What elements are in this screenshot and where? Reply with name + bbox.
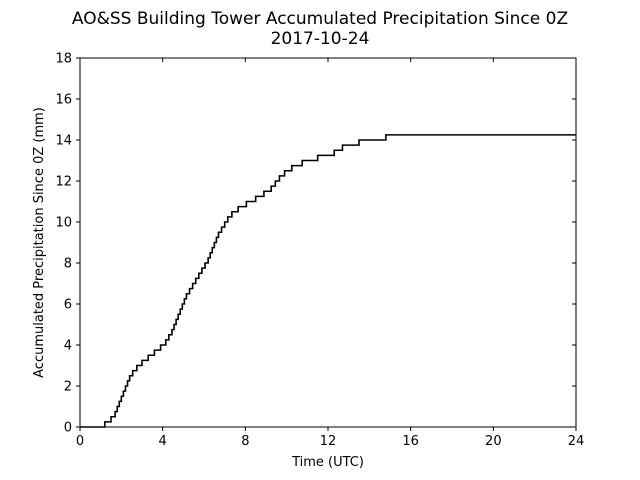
x-tick-label: 24 — [568, 434, 585, 449]
y-tick-label: 10 — [55, 216, 72, 231]
y-tick-label: 4 — [64, 339, 72, 354]
y-tick-label: 6 — [64, 298, 72, 313]
x-tick-label: 0 — [76, 434, 84, 449]
x-axis-ticks: 0 4 8 12 16 20 24 — [76, 58, 584, 449]
x-tick-label: 20 — [485, 434, 502, 449]
x-tick-label: 4 — [159, 434, 167, 449]
x-axis-label: Time (UTC) — [291, 455, 364, 470]
y-tick-label: 16 — [55, 93, 72, 108]
plot-frame — [79, 57, 577, 428]
x-tick-label: 8 — [241, 434, 249, 449]
y-tick-label: 0 — [64, 421, 72, 436]
chart-title: AO&SS Building Tower Accumulated Precipi… — [72, 9, 568, 29]
series-line — [80, 134, 576, 428]
y-tick-label: 8 — [64, 257, 72, 272]
y-tick-label: 14 — [55, 134, 72, 149]
plot-area — [80, 58, 576, 427]
chart-subtitle: 2017-10-24 — [271, 29, 370, 49]
x-tick-label: 16 — [402, 434, 419, 449]
y-tick-label: 18 — [55, 52, 72, 67]
x-tick-label: 12 — [320, 434, 337, 449]
y-tick-label: 2 — [64, 380, 72, 395]
y-tick-label: 12 — [55, 175, 72, 190]
y-axis-label: Accumulated Precipitation Since 0Z (mm) — [32, 107, 47, 378]
